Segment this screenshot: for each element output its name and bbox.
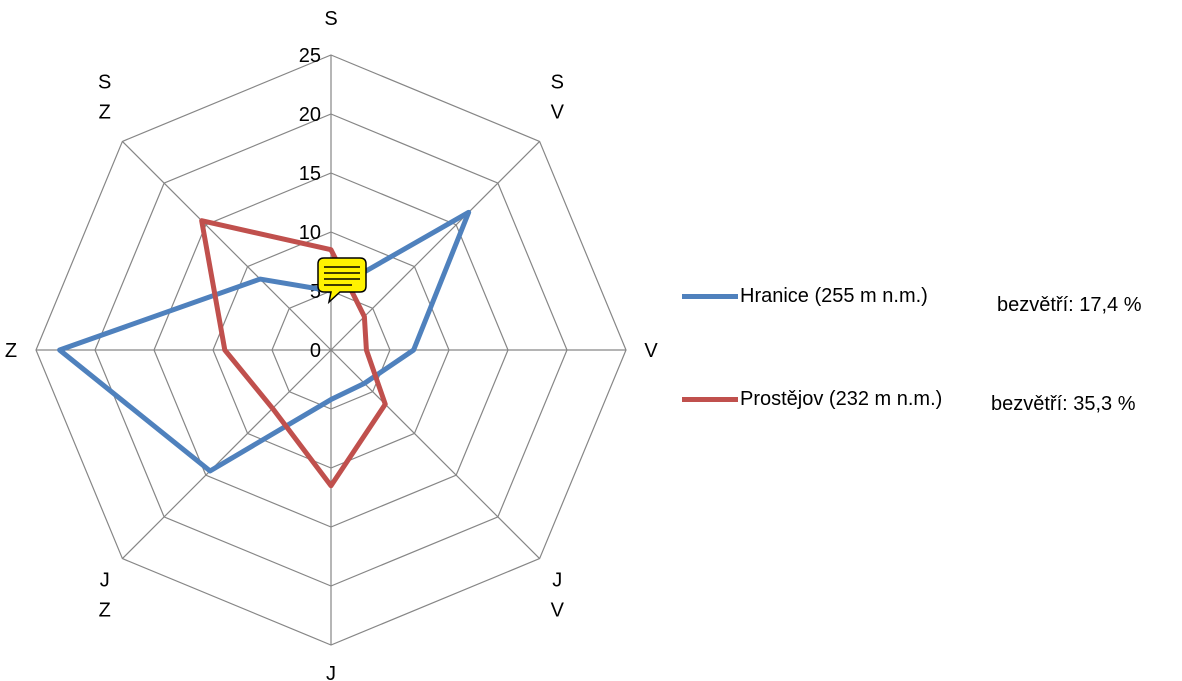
tick-label: 10 xyxy=(299,222,321,244)
tick-label: 0 xyxy=(310,340,321,362)
legend-label-hranice: Hranice (255 m n.m.) xyxy=(740,285,928,307)
legend-item-prostejov: Prostějov (232 m n.m.) xyxy=(682,388,942,411)
category-label-JZ: J xyxy=(100,569,110,591)
legend-label-prostejov: Prostějov (232 m n.m.) xyxy=(740,388,943,410)
category-label-JV: V xyxy=(551,599,565,621)
calm-label-hranice: bezvětří: 17,4 % xyxy=(997,294,1142,316)
category-label-JZ: Z xyxy=(99,599,111,621)
category-label-SV: V xyxy=(551,102,565,124)
tick-label: 20 xyxy=(299,104,321,126)
category-label-SV: S xyxy=(551,72,564,94)
tick-label: 15 xyxy=(299,163,321,185)
series-line-0 xyxy=(57,209,472,474)
category-label-J: J xyxy=(326,663,336,681)
calm-label-prostejov: bezvětří: 35,3 % xyxy=(991,393,1136,415)
grid-spoke xyxy=(121,349,332,560)
category-label-Z: Z xyxy=(5,340,17,362)
tick-label: 5 xyxy=(310,281,321,303)
category-label-SZ: Z xyxy=(99,102,111,124)
category-label-JV: J xyxy=(552,569,562,591)
category-label-SZ: S xyxy=(98,72,111,94)
category-label-V: V xyxy=(644,340,658,362)
speech-bubble-icon[interactable] xyxy=(317,257,367,305)
grid-spoke xyxy=(121,140,332,351)
category-label-S: S xyxy=(324,8,337,30)
legend-swatch-prostejov xyxy=(682,397,738,402)
legend-item-hranice: Hranice (255 m n.m.) xyxy=(682,285,928,308)
tick-label: 25 xyxy=(299,45,321,67)
legend-swatch-hranice xyxy=(682,294,738,299)
grid-spoke xyxy=(330,349,541,560)
